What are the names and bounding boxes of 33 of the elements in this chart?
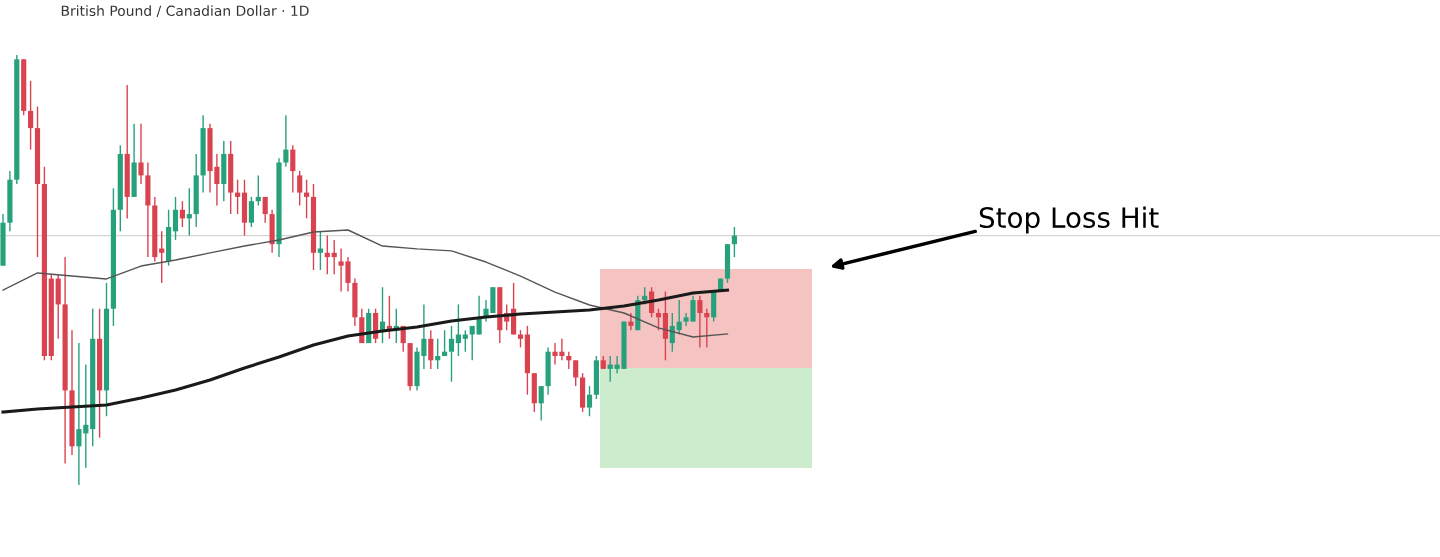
candlestick [297,170,303,207]
candlestick [428,329,434,370]
candlestick [28,80,34,151]
candlestick [172,196,179,241]
candlestick [573,359,579,387]
candlestick [704,308,710,349]
candlestick [462,329,468,353]
candlestick [304,179,310,220]
text: Stop Loss Hit [979,206,1159,234]
candlestick [435,338,441,370]
candlestick [317,230,323,271]
candlestick [331,239,337,275]
candlestick [159,230,165,284]
candlestick [628,312,634,331]
candlestick [448,325,455,383]
candlestick [76,342,82,486]
candlestick [138,123,144,185]
candlestick [186,187,192,237]
chart-title: British Pound / Canadian Dollar · 1D [61,5,309,18]
candlestick [538,385,544,422]
candlestick [235,179,241,215]
candlestick [262,196,268,224]
candlestick [697,295,703,349]
candlestick [442,329,448,357]
candlestick [607,355,613,383]
candlestick [290,144,296,194]
candlestick [455,303,461,357]
candlestick [655,308,662,331]
candlestick [283,114,289,168]
candlestick [586,385,593,417]
candlestick [324,234,330,275]
candlestick [248,196,254,228]
candlestick [255,174,261,207]
